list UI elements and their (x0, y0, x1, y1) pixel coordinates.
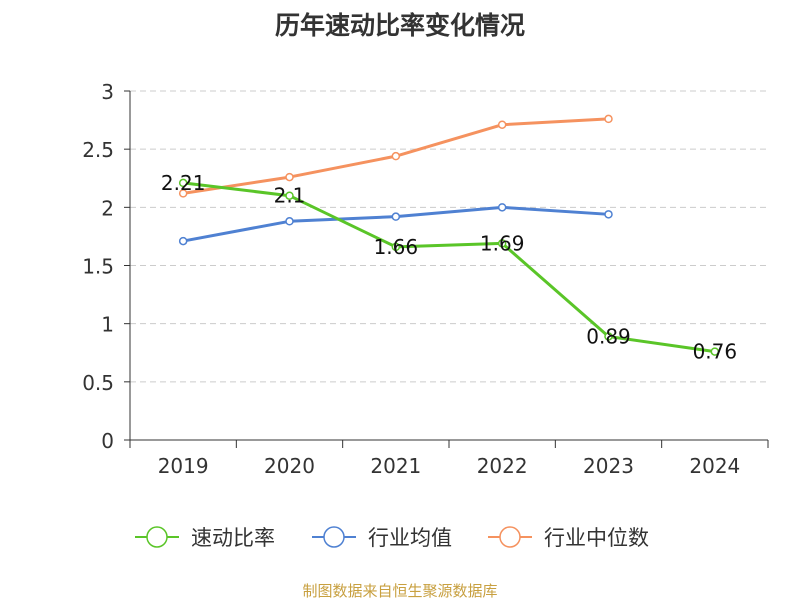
series-line (182, 181, 716, 354)
data-point (178, 189, 188, 198)
chart-title: 历年速动比率变化情况 (274, 11, 525, 40)
data-point (391, 151, 401, 161)
x-tick-label: 2024 (689, 454, 740, 478)
y-tick-label: 1.5 (82, 255, 114, 279)
legend-label: 速动比率 (191, 526, 275, 550)
data-label: 0.76 (693, 340, 738, 364)
y-tick-label: 3 (101, 80, 114, 104)
x-tick-label: 2021 (370, 454, 421, 478)
data-point (604, 114, 613, 124)
data-point (285, 191, 294, 200)
y-tick-label: 0.5 (82, 371, 114, 395)
y-tick-label: 2.5 (82, 138, 114, 162)
data-point (285, 217, 294, 226)
data-point (710, 347, 720, 356)
data-label: 1.66 (374, 235, 419, 259)
x-tick-label: 2022 (477, 454, 528, 478)
data-point (178, 236, 188, 246)
data-point (497, 120, 507, 129)
y-tick-label: 2 (101, 196, 114, 220)
data-point (178, 178, 188, 188)
data-point (604, 210, 613, 219)
legend-marker (499, 526, 521, 548)
data-point (391, 242, 401, 252)
legend: 速动比率 行业均值 行业中位数 (135, 526, 649, 550)
data-point (497, 203, 507, 212)
y-tick-label: 1 (101, 313, 114, 337)
data-point (391, 212, 401, 221)
legend-label: 行业均值 (368, 526, 452, 550)
data-point (285, 172, 294, 182)
legend-marker (146, 526, 168, 548)
legend-label: 行业中位数 (544, 526, 649, 550)
x-tick-label: 2020 (264, 454, 315, 478)
data-label: 0.89 (586, 324, 631, 348)
data-point (604, 332, 613, 341)
x-tick-label: 2019 (158, 454, 209, 478)
y-tick-label: 0 (101, 429, 114, 453)
axes: 0 0.5 1 1.5 2 2.5 3 2019 2020 2021 2022 2023 2024 (82, 80, 769, 478)
data-labels: 2.21 2.1 1.66 1.69 0.89 0.76 (161, 171, 737, 364)
x-tick-label: 2023 (583, 454, 634, 478)
data-label: 2.1 (274, 184, 306, 208)
series-lines (178, 114, 720, 356)
data-source: 制图数据来自恒生聚源数据库 (302, 582, 498, 600)
gridlines (130, 90, 768, 383)
data-label: 2.21 (161, 171, 206, 195)
data-point (497, 239, 507, 248)
data-label: 1.69 (480, 231, 525, 255)
legend-marker (323, 526, 345, 548)
